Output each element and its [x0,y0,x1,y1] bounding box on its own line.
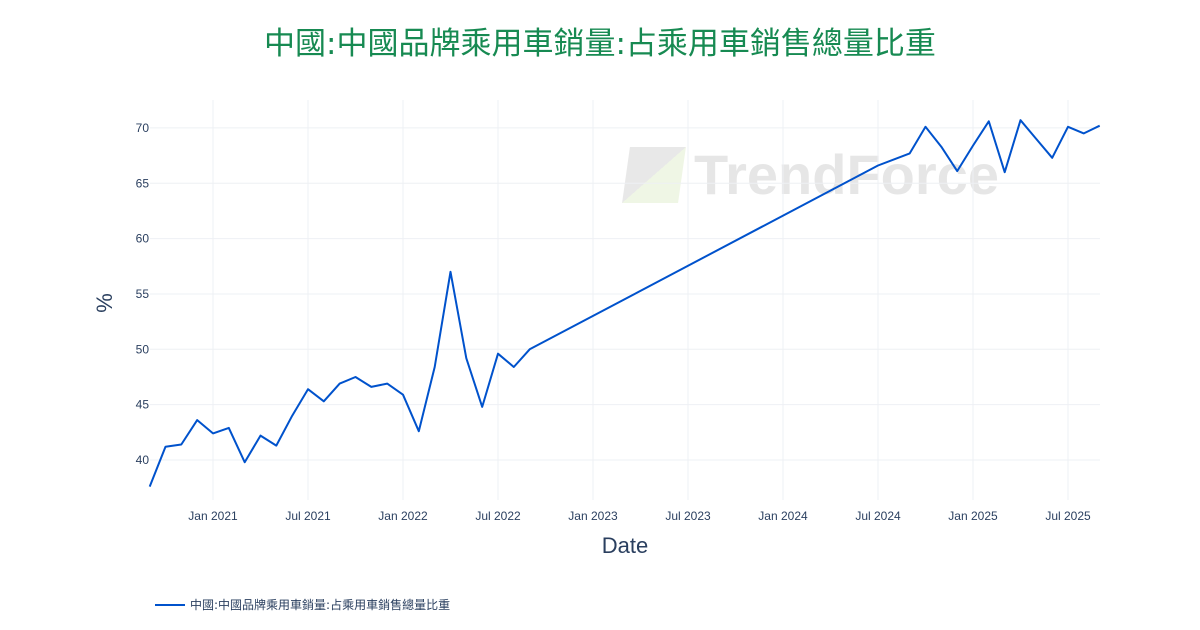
data-point[interactable] [321,398,327,404]
data-point[interactable] [923,124,929,130]
y-tick-label: 55 [136,287,150,301]
chart-title: 中國:中國品牌乘用車銷量:占乘用車銷售總量比重 [264,26,936,62]
y-tick-label: 60 [136,232,150,246]
data-point[interactable] [416,428,422,434]
x-tick-label: Jan 2025 [948,509,998,523]
x-tick-label: Jul 2025 [1045,509,1091,523]
data-point[interactable] [1033,136,1039,142]
x-tick-label: Jul 2021 [285,509,331,523]
series-line [148,119,1101,487]
data-point[interactable] [875,163,881,169]
y-tick-label: 40 [136,453,150,467]
data-point[interactable] [163,444,169,450]
data-point[interactable] [479,404,485,410]
data-point[interactable] [1081,130,1087,136]
x-tick-label: Jul 2024 [855,509,901,523]
data-point[interactable] [907,150,913,156]
y-tick-label: 50 [136,342,150,356]
data-point[interactable] [384,381,390,387]
legend-swatch [155,603,185,606]
data-point[interactable] [448,269,454,275]
data-point[interactable] [258,433,264,439]
x-tick-label: Jan 2021 [188,509,238,523]
data-point[interactable] [432,364,438,370]
data-point[interactable] [400,392,406,398]
x-axis-label: Date [602,533,648,558]
data-point[interactable] [495,351,501,357]
x-tick-label: Jul 2023 [665,509,711,523]
data-point[interactable] [210,430,216,436]
legend[interactable]: 中國:中國品牌乘用車銷量:占乘用車銷售總量比重 [155,596,450,613]
watermark-text: TrendForce [694,143,999,206]
data-point[interactable] [353,374,359,380]
data-point[interactable] [226,425,232,431]
data-point[interactable] [970,143,976,149]
x-tick-label: Jan 2024 [758,509,808,523]
data-point[interactable] [1002,169,1008,175]
data-point[interactable] [938,144,944,150]
data-point[interactable] [1018,117,1024,123]
data-point[interactable] [527,346,533,352]
y-tick-label: 45 [136,398,150,412]
x-tick-label: Jan 2023 [568,509,618,523]
data-point[interactable] [147,484,153,490]
data-point[interactable] [305,386,311,392]
data-point[interactable] [368,384,374,390]
data-point[interactable] [954,168,960,174]
data-point[interactable] [986,118,992,124]
data-point[interactable] [242,459,248,465]
data-point[interactable] [463,355,469,361]
data-point[interactable] [194,417,200,423]
data-point[interactable] [289,413,295,419]
data-point[interactable] [1065,124,1071,130]
data-point[interactable] [273,443,279,449]
data-point[interactable] [1097,123,1103,129]
y-tick-label: 65 [136,176,150,190]
y-axis-label: % [92,293,117,313]
data-point[interactable] [511,364,517,370]
y-tick-label: 70 [136,121,150,135]
data-point[interactable] [178,442,184,448]
data-point[interactable] [337,381,343,387]
x-tick-label: Jul 2022 [475,509,521,523]
x-tick-label: Jan 2022 [378,509,428,523]
data-point[interactable] [1049,155,1055,161]
legend-label: 中國:中國品牌乘用車銷量:占乘用車銷售總量比重 [190,598,451,612]
trendforce-watermark: TrendForce [622,142,999,207]
